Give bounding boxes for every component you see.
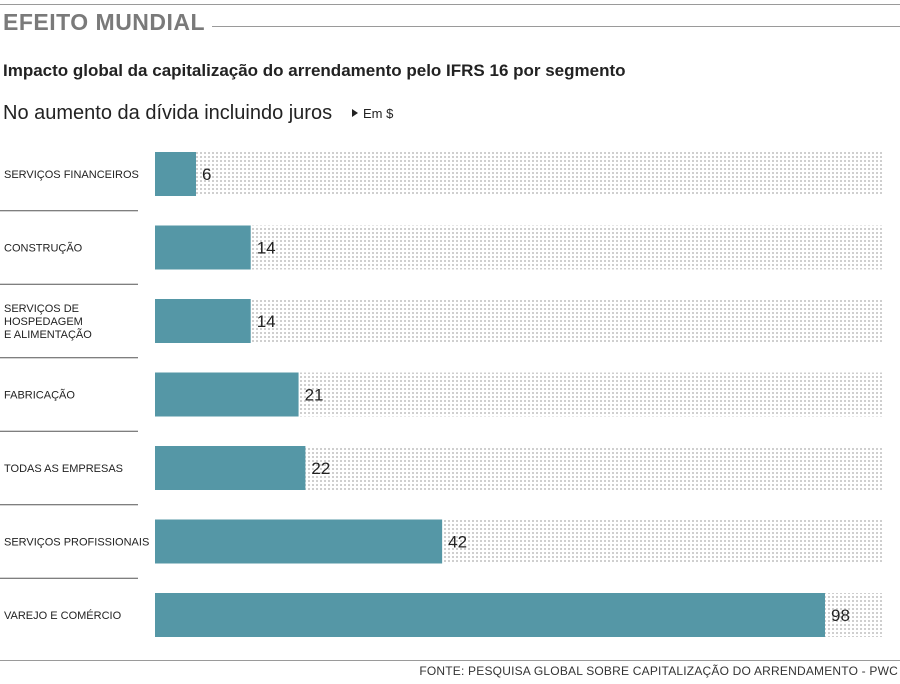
bar (155, 299, 251, 343)
source-note: FONTE: PESQUISA GLOBAL SOBRE CAPITALIZAÇ… (419, 664, 898, 678)
triangle-icon (352, 109, 358, 117)
bottom-rule (0, 660, 900, 661)
kicker-title: EFEITO MUNDIAL (3, 9, 206, 35)
bar-track (155, 152, 884, 196)
data-label: 22 (311, 459, 330, 478)
unit-note: Em $ (352, 106, 393, 121)
category-label: SERVIÇOS DE (4, 303, 79, 315)
data-label: 98 (831, 606, 850, 625)
category-label: SERVIÇOS PROFISSIONAIS (4, 537, 149, 549)
category-label: FABRICAÇÃO (4, 389, 75, 402)
bar (155, 593, 825, 637)
data-label: 14 (257, 239, 276, 258)
bar (155, 372, 299, 417)
chart-subtitle: No aumento da dívida incluindo juros (3, 102, 333, 124)
unit-label: Em $ (363, 106, 394, 121)
data-label: 21 (305, 386, 324, 405)
chart-title: Impacto global da capitalização do arren… (3, 61, 626, 80)
bar (155, 152, 197, 196)
category-label: HOSPEDAGEM (4, 316, 83, 328)
category-label: E ALIMENTAÇÃO (4, 328, 92, 341)
category-label: TODAS AS EMPRESAS (4, 463, 123, 475)
data-label: 6 (202, 165, 211, 184)
category-label: SERVIÇOS FINANCEIROS (4, 169, 139, 181)
bar (155, 446, 306, 490)
data-label: 14 (257, 312, 276, 331)
bar-track (155, 299, 884, 343)
bar (155, 519, 443, 564)
category-label: VAREJO E COMÉRCIO (4, 609, 122, 622)
data-label: 42 (448, 533, 467, 552)
bar (155, 225, 251, 270)
top-rule (0, 4, 900, 5)
kicker-rule (212, 26, 900, 27)
bar-track (155, 225, 884, 270)
category-label: CONSTRUÇÃO (4, 242, 83, 255)
